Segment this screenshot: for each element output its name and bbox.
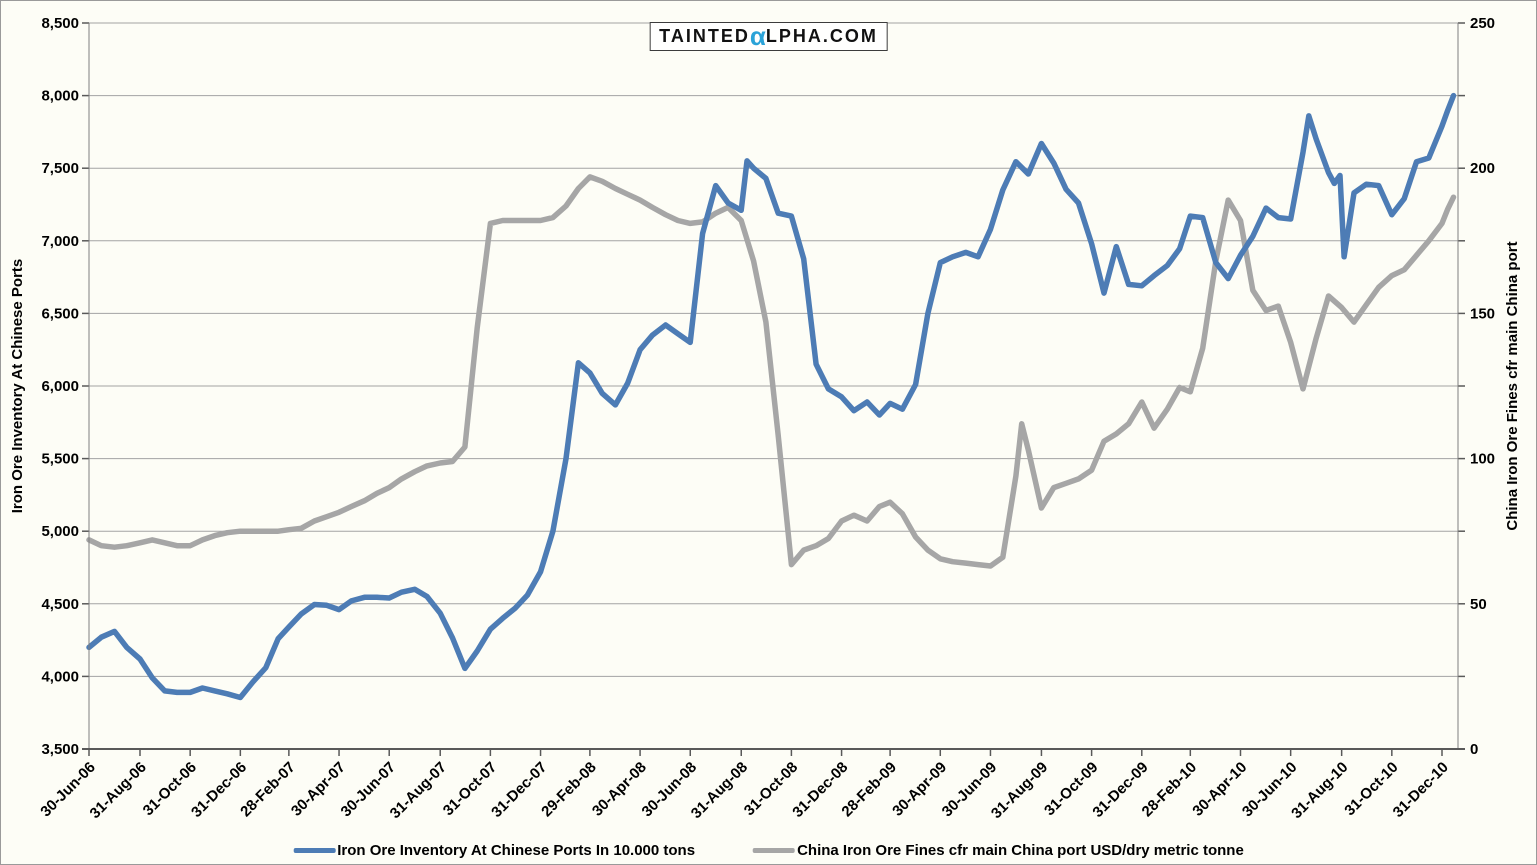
right-axis-tick-label: 200 — [1470, 160, 1495, 177]
x-axis-tick-label: 31-Dec-10 — [1390, 759, 1452, 821]
legend-label-inventory: Iron Ore Inventory At Chinese Ports In 1… — [337, 842, 696, 859]
right-axis-tick-label: 150 — [1470, 305, 1495, 322]
axes-group: 8,500 250 8,000 7,500 200 7,000 6,500 150 6,000 5… — [37, 15, 1495, 822]
right-axis-tick-label: 50 — [1470, 596, 1487, 613]
legend-label-price: China Iron Ore Fines cfr main China port… — [797, 842, 1244, 859]
left-axis-tick-label: 3,500 — [41, 741, 79, 758]
left-axis-tick-label: 4,000 — [41, 668, 79, 685]
legend-item-price: China Iron Ore Fines cfr main China port… — [753, 842, 1244, 859]
legend: Iron Ore Inventory At Chinese Ports In 1… — [293, 842, 1244, 859]
brand-alpha-glyph: α — [749, 21, 766, 51]
brand-suffix: LPHA.COM — [765, 26, 878, 46]
left-axis-tick-label: 7,000 — [41, 233, 79, 250]
price-series-line — [86, 174, 1457, 569]
left-axis-tick-label: 4,500 — [41, 596, 79, 613]
left-axis-tick-label: 8,500 — [41, 15, 79, 32]
legend-item-inventory: Iron Ore Inventory At Chinese Ports In 1… — [293, 842, 695, 859]
inventory-series-line — [86, 92, 1457, 701]
left-axis-tick-label: 8,000 — [41, 88, 79, 105]
left-axis-tick-label: 7,500 — [41, 160, 79, 177]
right-axis-title: China Iron Ore Fines cfr main China port — [1504, 241, 1521, 530]
price-line-swatch — [753, 848, 796, 853]
left-axis-tick-label: 6,500 — [41, 305, 79, 322]
left-axis-tick-label: 5,500 — [41, 451, 79, 468]
brand-prefix: TAINTED — [659, 26, 750, 46]
right-axis-tick-label: 100 — [1470, 451, 1495, 468]
left-axis-title: Iron Ore Inventory At Chinese Ports — [9, 259, 26, 514]
left-axis-tick-label: 5,000 — [41, 523, 79, 540]
right-axis-tick-label: 250 — [1470, 15, 1495, 32]
series-group — [86, 92, 1457, 701]
inventory-line-swatch — [293, 848, 336, 853]
left-axis-tick-label: 6,000 — [41, 378, 79, 395]
brand-logo: TAINTEDαLPHA.COM — [649, 22, 888, 51]
right-axis-tick-label: 0 — [1470, 741, 1478, 758]
